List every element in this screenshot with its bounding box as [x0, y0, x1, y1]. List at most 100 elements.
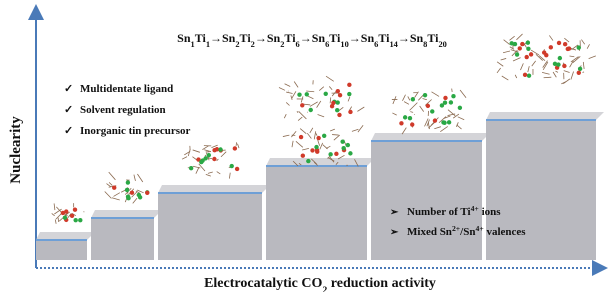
bond	[279, 88, 285, 91]
bond	[300, 129, 306, 134]
bond	[105, 191, 112, 198]
step-top	[36, 232, 95, 240]
bond	[458, 117, 464, 120]
bond	[134, 175, 136, 181]
atom	[578, 67, 582, 71]
y-axis-label: Nuclearity	[8, 116, 24, 184]
text-span: valences	[484, 226, 527, 238]
bond	[520, 63, 523, 70]
factor-mark: ➢	[390, 227, 399, 238]
atom	[340, 139, 344, 143]
bond	[318, 140, 320, 146]
atom	[145, 191, 149, 195]
atom	[346, 143, 350, 147]
bond	[199, 164, 205, 171]
bond	[112, 198, 120, 200]
bond	[286, 102, 289, 105]
atom	[408, 116, 412, 120]
atom	[529, 52, 533, 56]
atom	[305, 92, 309, 96]
atom	[523, 73, 527, 77]
bond	[544, 77, 552, 78]
atom	[410, 122, 414, 126]
step-front	[36, 240, 87, 260]
arrow: →	[255, 31, 267, 45]
bond	[204, 150, 211, 152]
atom	[309, 108, 313, 112]
atom	[328, 152, 332, 156]
bond	[109, 172, 116, 180]
atom	[212, 157, 216, 161]
factor-item: Number of Ti4+ ions	[407, 204, 501, 219]
text-span: reduction activity	[327, 276, 436, 291]
text-span: Ti	[195, 31, 207, 45]
atom	[526, 47, 530, 51]
sub-text: 20	[438, 40, 446, 49]
atom	[126, 195, 130, 199]
text-span: Sn	[267, 31, 281, 45]
atom	[403, 115, 407, 119]
atom	[338, 93, 342, 97]
bond	[323, 145, 328, 149]
factor-mark: ➢	[390, 207, 399, 218]
step-top	[371, 133, 490, 141]
bond	[193, 150, 200, 152]
atom	[433, 118, 437, 122]
bond	[188, 167, 189, 168]
bond	[408, 96, 410, 100]
bond	[310, 102, 318, 107]
bond	[497, 62, 503, 66]
atom	[233, 146, 237, 150]
text-span: ions	[479, 206, 501, 218]
bond	[569, 56, 574, 57]
bond	[358, 125, 363, 132]
atom	[316, 136, 320, 140]
bond	[302, 148, 309, 150]
bond	[393, 96, 396, 104]
bond	[307, 133, 311, 138]
text-span: /Sn	[459, 226, 475, 238]
atom	[70, 214, 74, 218]
arrow: →	[398, 31, 410, 45]
bond	[532, 61, 536, 66]
bond	[54, 203, 55, 210]
atom	[520, 42, 524, 46]
text-span: Mixed Sn	[407, 226, 452, 238]
check-mark: ✓	[64, 125, 73, 137]
atom	[314, 145, 318, 149]
atom	[526, 40, 530, 44]
bond	[528, 66, 529, 72]
bond	[182, 157, 187, 160]
atom	[73, 218, 77, 222]
x-axis-label: Electrocatalytic CO2 reduction activity	[204, 276, 436, 292]
atom	[347, 92, 351, 96]
atom	[137, 193, 141, 197]
bond	[457, 125, 462, 129]
atom	[297, 92, 301, 96]
bond	[316, 133, 317, 135]
atom	[334, 152, 338, 156]
atom	[126, 180, 130, 184]
text-span: Sn	[361, 31, 375, 45]
bond	[208, 172, 213, 173]
bond	[549, 35, 553, 40]
bond	[503, 51, 510, 53]
text-span: Sn	[222, 31, 236, 45]
atom	[347, 83, 351, 87]
bond	[294, 81, 298, 87]
bond	[516, 34, 522, 40]
bond	[229, 173, 230, 179]
text-span: Electrocatalytic CO	[204, 276, 322, 291]
step-front	[158, 193, 262, 260]
atom	[515, 52, 519, 56]
bond	[410, 103, 418, 111]
arrow: →	[210, 31, 222, 45]
bond	[133, 198, 137, 203]
atom	[199, 160, 203, 164]
bond	[420, 106, 424, 112]
bond	[571, 71, 574, 79]
atom	[577, 45, 581, 49]
bond	[55, 219, 56, 223]
bond	[298, 117, 302, 121]
bond	[319, 87, 324, 91]
